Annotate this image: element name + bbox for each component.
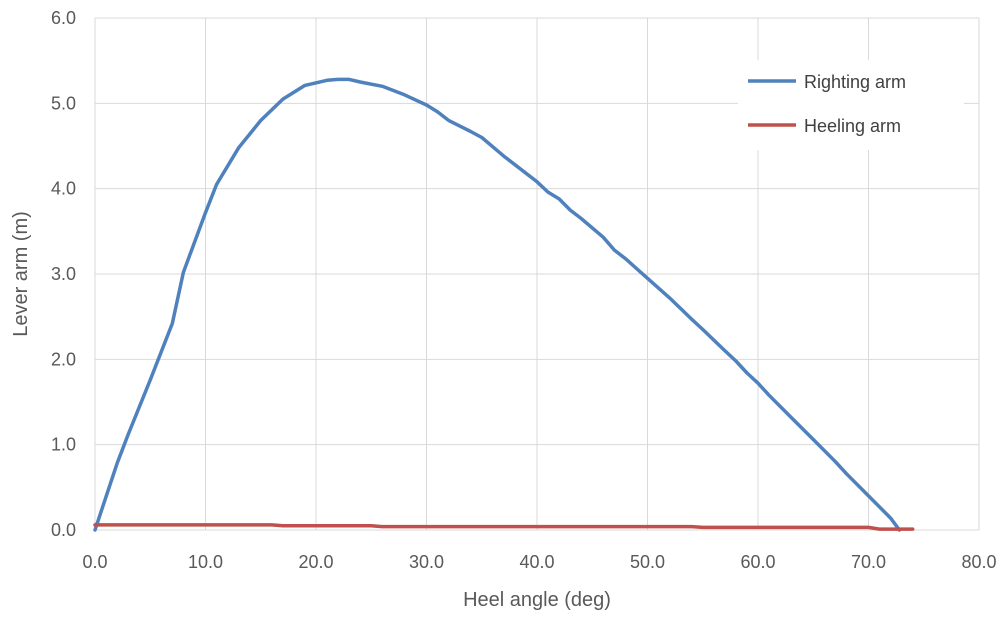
x-tick-label: 10.0 bbox=[188, 552, 223, 572]
y-tick-label: 6.0 bbox=[51, 8, 76, 28]
x-tick-label: 20.0 bbox=[298, 552, 333, 572]
y-tick-label: 4.0 bbox=[51, 179, 76, 199]
series-layer bbox=[93, 77, 915, 532]
x-tick-label: 0.0 bbox=[82, 552, 107, 572]
x-tick-label: 60.0 bbox=[740, 552, 775, 572]
legend-label-righting-arm: Righting arm bbox=[804, 72, 906, 92]
series-line-righting-arm bbox=[93, 77, 902, 532]
x-tick-label: 30.0 bbox=[409, 552, 444, 572]
x-tick-label: 40.0 bbox=[519, 552, 554, 572]
legend-label-heeling-arm: Heeling arm bbox=[804, 116, 901, 136]
y-tick-label: 5.0 bbox=[51, 93, 76, 113]
x-axis-title: Heel angle (deg) bbox=[463, 589, 611, 611]
x-axis-ticks: 0.0 10.0 20.0 30.0 40.0 50.0 60.0 70.0 80.0 bbox=[82, 552, 996, 572]
x-tick-label: 80.0 bbox=[961, 552, 996, 572]
y-tick-label: 0.0 bbox=[51, 520, 76, 540]
x-tick-label: 70.0 bbox=[851, 552, 886, 572]
x-tick-label: 50.0 bbox=[630, 552, 665, 572]
y-axis-title: Lever arm (m) bbox=[10, 211, 32, 337]
y-axis-ticks: 0.0 1.0 2.0 3.0 4.0 5.0 6.0 bbox=[51, 8, 76, 540]
legend: Righting arm Heeling arm bbox=[738, 60, 964, 150]
legend-background bbox=[738, 60, 964, 150]
series-line-heeling-arm bbox=[93, 523, 915, 531]
y-tick-label: 3.0 bbox=[51, 264, 76, 284]
y-tick-label: 2.0 bbox=[51, 349, 76, 369]
y-tick-label: 1.0 bbox=[51, 435, 76, 455]
